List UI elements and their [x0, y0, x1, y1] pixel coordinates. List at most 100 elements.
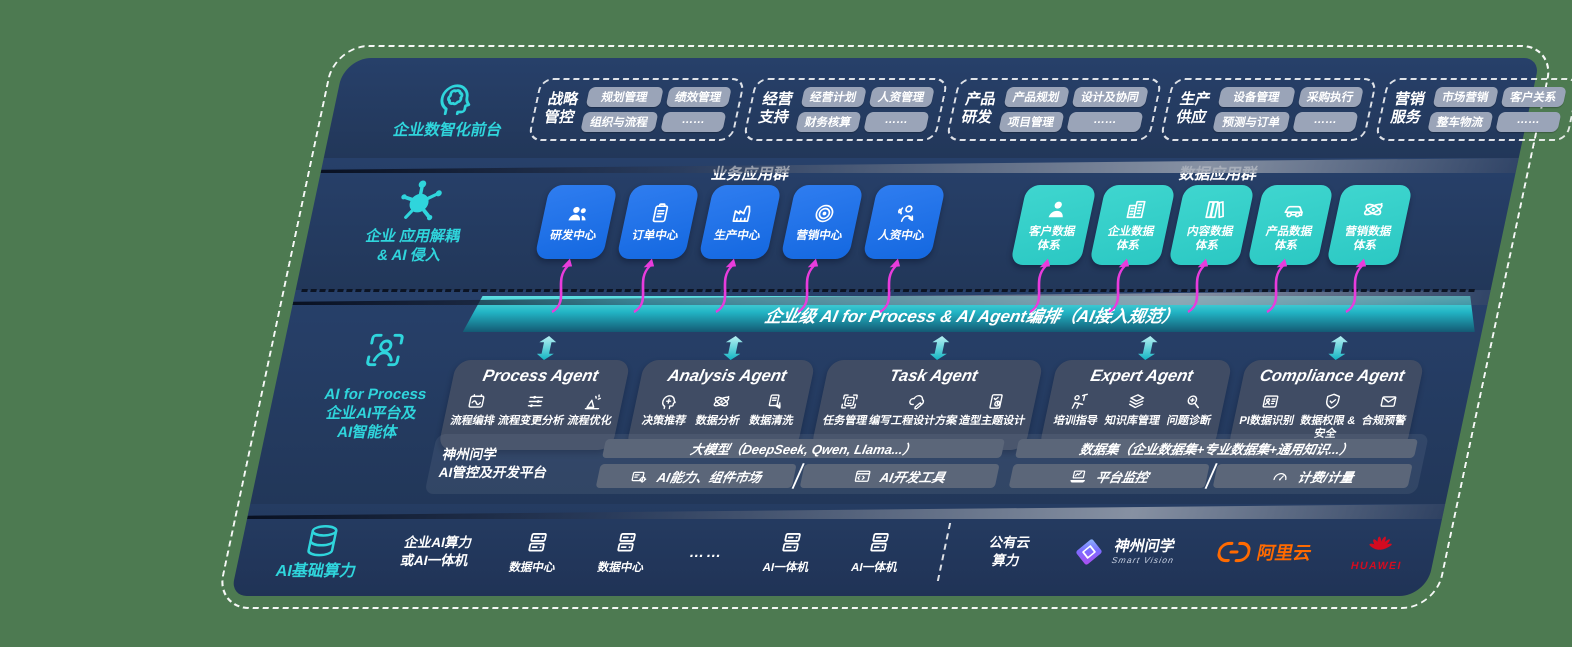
car-icon	[1279, 197, 1309, 222]
chip: 采购执行	[1297, 86, 1364, 107]
layers-icon	[1124, 391, 1149, 412]
agent-task: Task Agent 任务管理 编写工程设计方案 造型主题设计	[810, 360, 1045, 451]
atom-icon	[1358, 197, 1388, 222]
data-box-customer: 客户数据 体系	[1010, 185, 1098, 265]
layer-infrastructure: AI基础算力 企业AI算力 或AI一体机 数据中心 数据中心 …… AI一体机 A…	[230, 504, 1446, 596]
layer-front-office: 企业数智化前台 战略 管控 规划管理 绩效管理 组织与流程 …… 经营 支持 经营计…	[323, 58, 1572, 158]
sliders-icon	[522, 391, 547, 412]
data-box-enterprise: 企业数据 体系	[1089, 185, 1177, 265]
component-market-icon	[628, 467, 651, 486]
agent-compliance: Compliance Agent PI数据识别 数据权限 & 安全 合规预警	[1227, 360, 1425, 451]
spark-icon	[581, 391, 606, 412]
data-app-boxes: 客户数据 体系 企业数据 体系 内容数据 体系 产品数据 体系 营销数据 体系	[1010, 185, 1414, 265]
chip: 预测与订单	[1212, 111, 1291, 132]
dataset-column: 数据集（企业数据集+专业数据集+通用知识...） 平台监控 计费/计量	[1008, 439, 1419, 489]
infra-label: AI基础算力	[274, 522, 367, 582]
agent-row: Process Agent 流程编排 流程变更分析 流程优化 Analysis …	[437, 336, 1430, 451]
workflow-icon	[464, 391, 489, 412]
app-box-hr-center: 人资中心	[862, 185, 947, 259]
double-arrow-icon	[535, 336, 557, 360]
brain-head-icon	[429, 77, 480, 119]
chip: 设计及协同	[1071, 86, 1149, 107]
app-box-order-center: 订单中心	[616, 185, 701, 259]
shield-icon	[1319, 391, 1344, 412]
monitor-icon	[1067, 467, 1090, 486]
data-box-product: 产品数据 体系	[1247, 185, 1335, 265]
diagnosis-icon	[1180, 391, 1205, 412]
layer-decoupling: 企业 应用解耦 & AI 侵入 业务应用群 数据应用群 研发中心 订单中心 生产…	[295, 158, 1519, 313]
books-icon	[1200, 197, 1230, 222]
enterprise-compute-label: 企业AI算力 或AI一体机	[399, 534, 474, 568]
ellipsis: ……	[687, 543, 726, 561]
chip: 组织与流程	[580, 111, 659, 132]
clean-icon	[763, 391, 788, 412]
chip: ……	[1065, 111, 1144, 132]
business-apps-title: 业务应用群	[709, 166, 791, 183]
group-marketing: 营销 服务 市场营销 客户关系 整车物流 ……	[1374, 77, 1572, 141]
orchestration-bar: 企业级 AI for Process & AI Agent编排（AI接入规范）	[463, 296, 1483, 332]
node-ai-appliance: AI一体机	[761, 529, 817, 575]
factory-icon	[727, 201, 757, 226]
huawei-logo	[1362, 532, 1400, 560]
id-card-icon	[1258, 391, 1283, 412]
node-datacenter: 数据中心	[596, 529, 652, 575]
clipboard-icon	[645, 201, 675, 226]
group-product: 产品 研发 产品规划 设计及协同 项目管理 ……	[944, 77, 1163, 141]
app-box-rd-center: 研发中心	[534, 185, 619, 259]
chip: 项目管理	[997, 111, 1065, 132]
billing-bar: 计费/计量	[1212, 464, 1413, 488]
data-box-marketing: 营销数据 体系	[1326, 185, 1414, 265]
chip: 客户关系	[1500, 86, 1567, 107]
double-arrow-icon	[929, 336, 951, 360]
chip: 经营计划	[800, 86, 867, 107]
hr-icon	[891, 201, 921, 226]
data-apps-title: 数据应用群	[1177, 166, 1259, 183]
dashed-vertical-divider	[936, 523, 952, 581]
chip: 设备管理	[1217, 86, 1296, 107]
chip: ……	[659, 111, 727, 132]
person-icon	[1042, 197, 1072, 222]
gauge-icon	[1269, 467, 1292, 486]
chip: 规划管理	[585, 86, 664, 107]
decoupling-label: 企业 应用解耦 & AI 侵入	[319, 176, 514, 266]
group-strategy: 战略 管控 规划管理 绩效管理 组织与流程 ……	[527, 77, 746, 141]
data-box-content: 内容数据 体系	[1168, 185, 1256, 265]
monitor-bar: 平台监控	[1008, 464, 1210, 488]
agent-process: Process Agent 流程编排 流程变更分析 流程优化	[437, 360, 632, 451]
cloud-edit-icon	[904, 391, 929, 412]
training-icon	[1067, 391, 1092, 412]
front-office-title: 企业数智化前台	[391, 122, 504, 140]
scan-person-icon	[358, 328, 411, 372]
server-icon	[610, 529, 643, 556]
server-icon	[863, 529, 896, 556]
chip: 财务核算	[794, 111, 862, 132]
chip: ……	[1291, 111, 1359, 132]
molecule-icon	[389, 176, 452, 228]
devtools-bar: AI开发工具	[799, 464, 1000, 488]
layer-ai-platform: 企业级 AI for Process & AI Agent编排（AI接入规范） …	[250, 289, 1490, 504]
building-icon	[1121, 197, 1151, 222]
group-supply: 生产 供应 设备管理 采购执行 预测与订单 ……	[1159, 77, 1378, 141]
team-icon	[563, 201, 593, 226]
public-cloud-label: 公有云 算力	[987, 534, 1032, 568]
smartvision-logo-block: 神州问学 Smart Vision	[1067, 534, 1180, 570]
robot-icon	[836, 391, 861, 412]
chip: 绩效管理	[665, 86, 732, 107]
chip: ……	[862, 111, 930, 132]
model-bar: 大模型（DeepSeek, Qwen, Llama...）	[601, 439, 1006, 458]
target-icon	[809, 201, 839, 226]
agent-expert: Expert Agent 培训指导 知识库管理 问题诊断	[1038, 360, 1233, 451]
front-office-groups: 战略 管控 规划管理 绩效管理 组织与流程 …… 经营 支持 经营计划 人资管理 财…	[527, 77, 1572, 141]
capability-bar: AI能力、组件市场	[595, 464, 797, 488]
double-arrow-icon	[1137, 336, 1159, 360]
dev-tools-icon	[851, 467, 874, 486]
app-box-marketing-center: 营销中心	[780, 185, 865, 259]
decision-icon	[655, 391, 680, 412]
business-app-boxes: 研发中心 订单中心 生产中心 营销中心 人资中心	[534, 185, 947, 259]
alicloud-logo	[1215, 536, 1254, 568]
alicloud-logo-block: 阿里云	[1215, 536, 1315, 568]
chip: 产品规划	[1003, 86, 1070, 107]
node-ai-appliance: AI一体机	[850, 529, 906, 575]
agent-analysis: Analysis Agent 决策推荐 数据分析 数据清洗	[625, 360, 817, 451]
